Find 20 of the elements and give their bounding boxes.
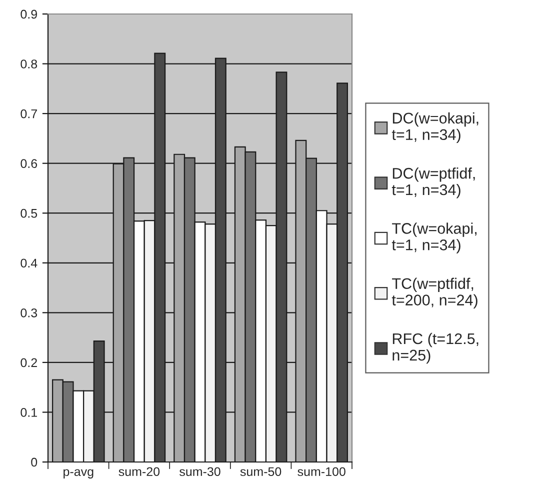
y-tick-label: 0.6 (20, 159, 38, 168)
legend-label: RFC (t=12.5, n=25) (392, 332, 478, 364)
legend-label: TC(w=ptfidf, t=200, n=24) (392, 278, 478, 308)
y-tick-label: 0.8 (20, 60, 38, 68)
y-tick-label: 0 (31, 458, 38, 467)
x-tick-label: sum-50 (240, 467, 282, 476)
y-tick-label: 0.4 (20, 258, 38, 268)
x-tick-label: sum-100 (298, 467, 346, 476)
y-tick-label: 0.9 (20, 10, 37, 19)
y-tick-label: 0.2 (20, 358, 37, 368)
y-tick-label: 0.1 (20, 408, 37, 417)
y-tick-label: 0.3 (20, 308, 38, 318)
legend-label: DC(w=okapi, t=1, n=34) (392, 112, 478, 144)
legend-label: DC(w=ptfidf, t=1, n=34) (392, 168, 475, 198)
x-tick-label: p-avg (64, 469, 94, 479)
y-tick-label: 0.7 (20, 109, 37, 118)
legend-label: TC(w=okapi, t=1, n=34) (392, 222, 476, 254)
x-tick-label: sum-20 (118, 467, 160, 476)
x-tick-label: sum-30 (180, 467, 220, 476)
y-tick-label: 0.5 (20, 208, 38, 218)
